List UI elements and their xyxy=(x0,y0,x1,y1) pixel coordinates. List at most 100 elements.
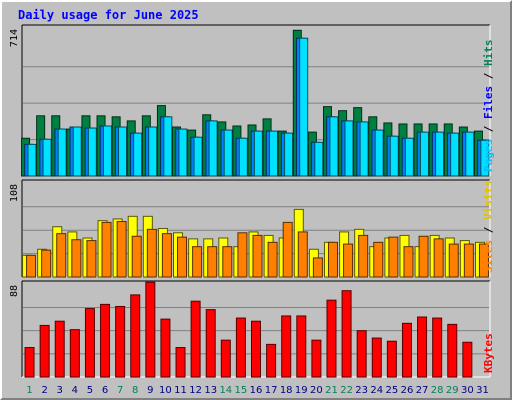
x-tick-label-day-3: 3 xyxy=(57,385,63,396)
x-tick-label-day-17: 17 xyxy=(265,385,278,396)
hits-files-pages-legend-separator: / xyxy=(482,66,495,86)
x-tick-label-day-4: 4 xyxy=(72,385,78,396)
x-tick-label-day-10: 10 xyxy=(159,385,172,396)
visits-sites-bar-sites-day-9 xyxy=(146,228,157,278)
x-tick-label-day-5: 5 xyxy=(87,385,93,396)
hits-files-pages-bar-pages-day-30 xyxy=(465,131,475,177)
kbytes-bar-kbytes-day-1 xyxy=(24,347,35,378)
x-tick-label-day-13: 13 xyxy=(204,385,217,396)
hits-files-pages-bar-pages-day-2 xyxy=(42,138,52,177)
kbytes-bar-kbytes-day-4 xyxy=(69,329,80,378)
visits-sites-bar-sites-day-16 xyxy=(252,234,263,278)
visits-sites-bar-sites-day-18 xyxy=(282,221,293,278)
visits-sites-bar-sites-day-3 xyxy=(56,233,67,278)
kbytes-bar-kbytes-day-15 xyxy=(235,317,246,378)
hits-files-pages-bar-pages-day-8 xyxy=(133,132,143,177)
x-tick-label-day-15: 15 xyxy=(235,385,248,396)
x-tick-label-day-22: 22 xyxy=(340,385,353,396)
kbytes-bar-kbytes-day-21 xyxy=(326,299,337,378)
kbytes-bar-kbytes-day-8 xyxy=(130,294,141,378)
hits-files-pages-side-legend: Pages / Files / Hits xyxy=(482,40,495,173)
x-tick-label-day-7: 7 xyxy=(117,385,123,396)
visits-sites-bar-sites-day-4 xyxy=(71,239,82,278)
chart-title: Daily usage for June 2025 xyxy=(18,8,199,22)
hits-files-pages-bar-pages-day-17 xyxy=(268,130,278,177)
kbytes-bar-kbytes-day-29 xyxy=(447,323,458,378)
visits-sites-bar-sites-day-13 xyxy=(207,246,218,278)
x-tick-label-day-30: 30 xyxy=(461,385,474,396)
hits-files-pages-bar-pages-day-12 xyxy=(193,136,203,177)
x-tick-label-day-26: 26 xyxy=(401,385,414,396)
hits-files-pages-bar-pages-day-13 xyxy=(208,120,218,177)
visits-sites-bar-sites-day-31 xyxy=(478,243,489,278)
kbytes-bar-kbytes-day-22 xyxy=(341,290,352,378)
hits-files-pages-bar-pages-day-26 xyxy=(404,137,414,177)
visits-sites-side-legend: Sites / Visits xyxy=(482,180,495,273)
visits-sites-bar-sites-day-27 xyxy=(418,235,429,278)
x-tick-label-day-11: 11 xyxy=(174,385,187,396)
hits-files-pages-bar-pages-day-24 xyxy=(374,129,384,177)
x-tick-label-day-2: 2 xyxy=(41,385,47,396)
x-tick-label-day-9: 9 xyxy=(147,385,153,396)
kbytes-bar-kbytes-day-27 xyxy=(417,316,428,378)
hits-files-pages-bar-pages-day-29 xyxy=(450,132,460,177)
kbytes-ymax-label: 88 xyxy=(9,285,20,297)
visits-sites-bar-sites-day-25 xyxy=(388,236,399,278)
x-tick-label-day-28: 28 xyxy=(431,385,444,396)
x-tick-label-day-29: 29 xyxy=(446,385,459,396)
hits-files-pages-bar-pages-day-15 xyxy=(238,137,248,177)
x-tick-label-day-14: 14 xyxy=(219,385,232,396)
kbytes-bar-kbytes-day-3 xyxy=(54,320,65,378)
kbytes-bar-kbytes-day-17 xyxy=(266,343,277,378)
hits-files-pages-bar-pages-day-23 xyxy=(359,121,369,177)
kbytes-bar-kbytes-day-24 xyxy=(371,337,382,378)
hits-files-pages-legend-separator: / xyxy=(482,119,495,139)
hits-files-pages-bar-pages-day-16 xyxy=(253,130,263,177)
x-tick-label-day-20: 20 xyxy=(310,385,323,396)
visits-sites-bar-sites-day-22 xyxy=(343,243,354,278)
kbytes-bar-kbytes-day-12 xyxy=(190,300,201,378)
hits-files-pages-bar-pages-day-19 xyxy=(299,37,309,177)
visits-sites-bar-sites-day-8 xyxy=(131,235,142,278)
visits-sites-bar-sites-day-2 xyxy=(41,249,52,278)
kbytes-bar-kbytes-day-13 xyxy=(205,309,216,378)
hits-files-pages-bar-pages-day-4 xyxy=(72,126,82,177)
visits-sites-legend-separator: / xyxy=(482,220,495,240)
kbytes-side-legend: KBytes xyxy=(482,333,495,373)
kbytes-bar-kbytes-day-23 xyxy=(356,330,367,378)
kbytes-bar-kbytes-day-10 xyxy=(160,318,171,378)
visits-sites-bar-sites-day-17 xyxy=(267,241,278,278)
hits-files-pages-bar-pages-day-9 xyxy=(148,126,158,177)
x-tick-label-day-24: 24 xyxy=(370,385,383,396)
visits-sites-bar-sites-day-5 xyxy=(86,240,97,278)
visits-sites-bar-sites-day-7 xyxy=(116,221,127,278)
kbytes-legend-kbytes: KBytes xyxy=(482,333,495,373)
kbytes-bar-kbytes-day-16 xyxy=(251,320,261,378)
hits-files-pages-bar-pages-day-5 xyxy=(87,127,97,177)
x-tick-label-day-19: 19 xyxy=(295,385,308,396)
hits-files-pages-bar-pages-day-31 xyxy=(480,139,490,177)
x-tick-label-day-1: 1 xyxy=(26,385,32,396)
kbytes-bar-kbytes-day-28 xyxy=(432,317,443,378)
hits-files-pages-bar-pages-day-3 xyxy=(57,128,67,177)
visits-sites-bar-sites-day-20 xyxy=(312,257,323,278)
hits-files-pages-bar-pages-day-18 xyxy=(284,132,294,177)
hits-files-pages-ymax-label: 714 xyxy=(9,29,20,47)
x-tick-label-day-18: 18 xyxy=(280,385,293,396)
hits-files-pages-bar-pages-day-25 xyxy=(389,135,399,177)
visits-sites-legend-sites: Sites xyxy=(482,240,495,273)
hits-files-pages-legend-pages: Pages xyxy=(482,139,495,172)
kbytes-bar-kbytes-day-26 xyxy=(401,322,412,378)
hits-files-pages-bar-pages-day-27 xyxy=(419,131,429,177)
kbytes-bar-kbytes-day-14 xyxy=(220,339,231,378)
visits-sites-ymax-label: 108 xyxy=(9,184,20,202)
hits-files-pages-legend-hits: Hits xyxy=(482,40,495,67)
visits-sites-bar-sites-day-10 xyxy=(161,233,172,278)
x-tick-label-day-31: 31 xyxy=(476,385,489,396)
hits-files-pages-bar-pages-day-11 xyxy=(178,128,188,177)
hits-files-pages-bar-pages-day-21 xyxy=(329,116,339,177)
x-tick-label-day-21: 21 xyxy=(325,385,338,396)
visits-sites-bar-sites-day-21 xyxy=(327,241,338,278)
kbytes-bar-kbytes-day-19 xyxy=(296,315,307,378)
x-tick-label-day-27: 27 xyxy=(416,385,429,396)
